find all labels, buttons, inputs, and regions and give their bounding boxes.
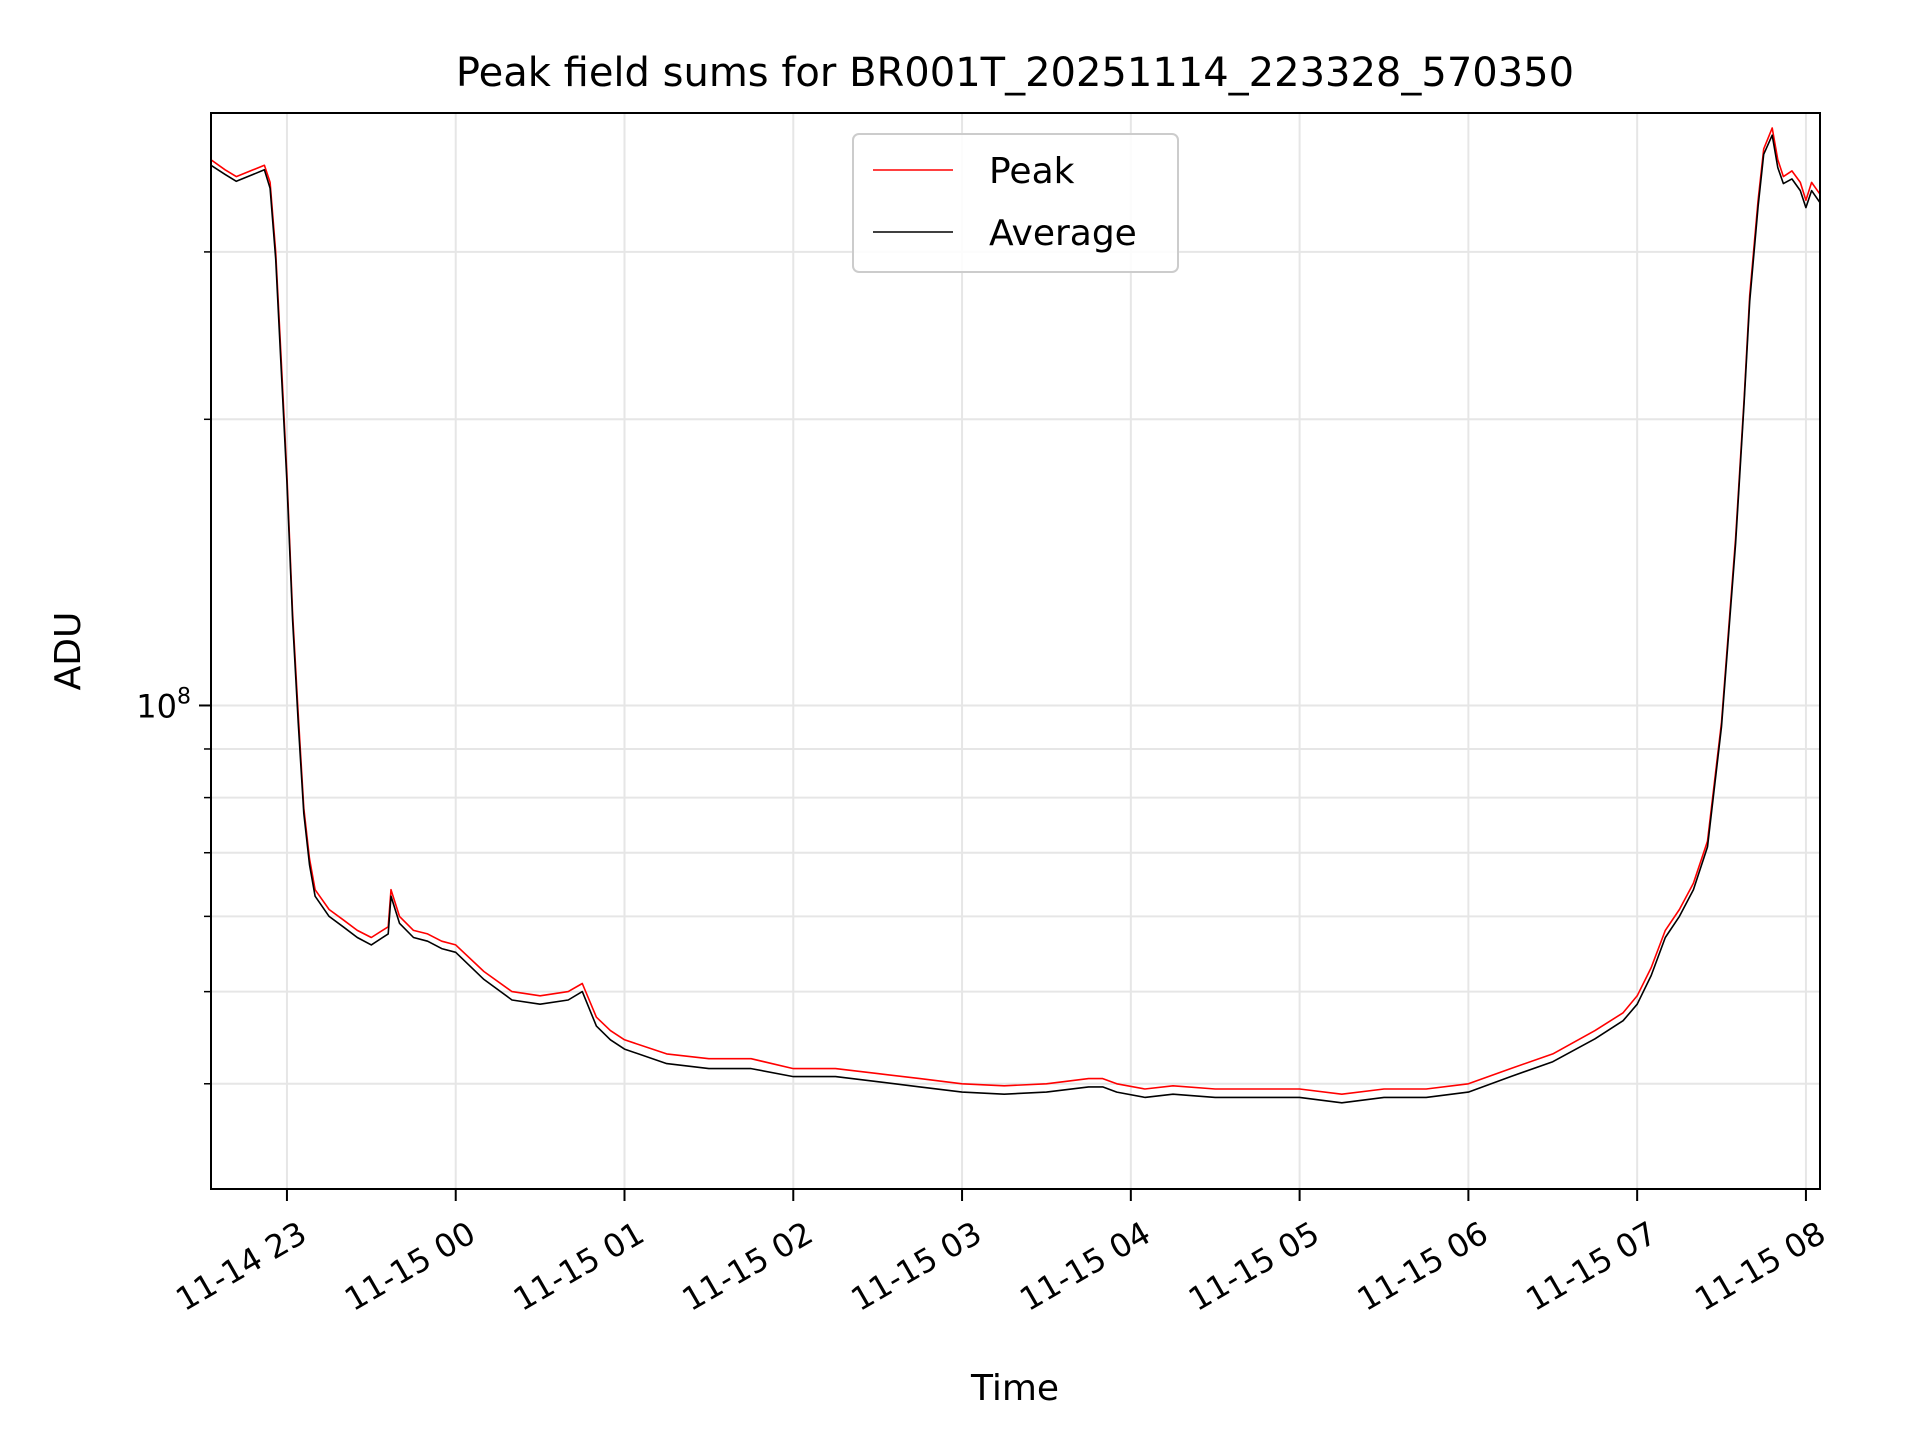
y-axis-label: ADU <box>48 612 89 691</box>
legend-peak-label: Peak <box>989 151 1075 192</box>
series-layer <box>211 127 1820 1104</box>
legend: Peak Average <box>852 133 1179 273</box>
legend-average-label: Average <box>989 213 1137 254</box>
series-line-average <box>211 134 1820 1104</box>
y-tick-label: 108 <box>136 684 191 725</box>
legend-box <box>852 133 1179 273</box>
plot-frame <box>210 112 1821 1190</box>
chart-title: Peak field sums for BR001T_20251114_2233… <box>456 50 1574 96</box>
x-axis-label: Time <box>970 1368 1059 1409</box>
grid <box>211 113 1820 1189</box>
